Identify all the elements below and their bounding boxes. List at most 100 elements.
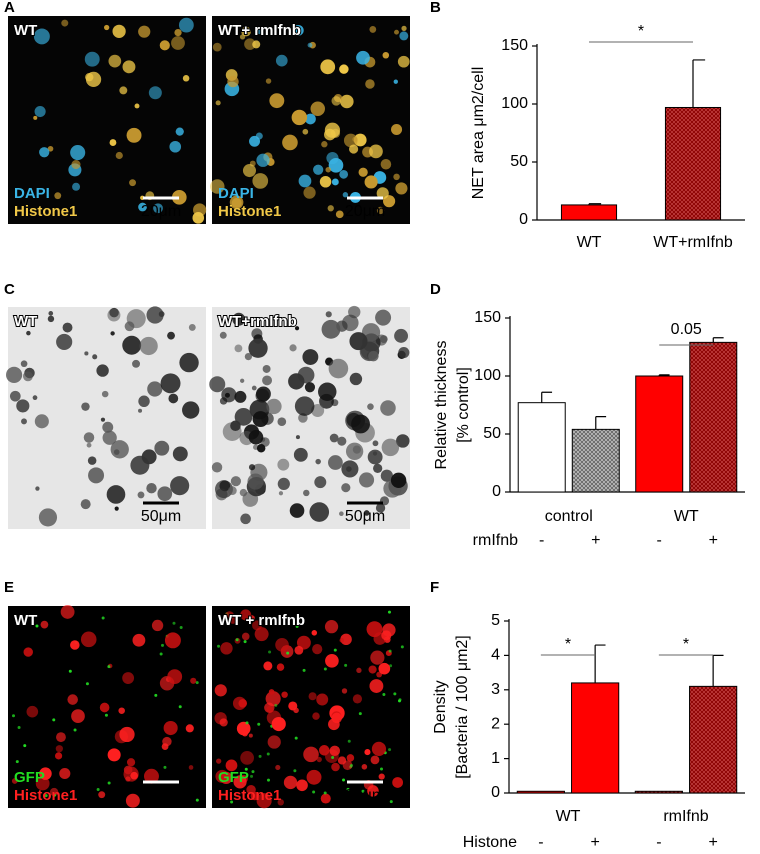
group-label: WT <box>556 808 581 825</box>
texture <box>289 344 297 352</box>
texture <box>230 800 234 804</box>
panel-letter: E <box>4 579 14 596</box>
texture <box>379 335 388 343</box>
texture <box>378 773 385 780</box>
texture <box>107 748 121 762</box>
y-tick-label: 4 <box>491 647 500 664</box>
texture <box>302 128 309 135</box>
error-bar <box>541 391 553 403</box>
texture <box>138 395 150 407</box>
texture <box>167 331 175 340</box>
texture <box>364 175 378 189</box>
texture <box>137 491 145 499</box>
texture <box>175 127 184 136</box>
texture <box>164 632 181 649</box>
texture <box>244 767 248 771</box>
texture <box>257 29 262 35</box>
texture <box>373 463 383 474</box>
texture <box>106 485 126 504</box>
texture <box>266 398 282 415</box>
texture <box>369 679 384 693</box>
texture <box>250 791 260 801</box>
texture <box>158 311 165 317</box>
texture <box>172 446 188 462</box>
texture <box>324 620 339 634</box>
y-axis-label: [Bacteria / 100 μm2] <box>454 635 471 779</box>
texture <box>148 86 162 100</box>
texture <box>174 28 182 37</box>
texture <box>147 381 163 397</box>
texture <box>294 645 304 655</box>
texture <box>376 206 385 215</box>
texture <box>382 51 390 59</box>
texture <box>367 403 374 410</box>
texture <box>49 787 59 797</box>
texture <box>380 158 392 170</box>
texture <box>256 443 266 453</box>
texture <box>100 417 106 422</box>
y-axis-label: Density <box>432 680 449 733</box>
texture <box>340 633 352 646</box>
texture <box>359 472 375 488</box>
texture <box>316 756 322 763</box>
texture <box>368 665 377 674</box>
image-title: WT <box>14 612 37 629</box>
texture <box>154 440 170 456</box>
x-tick-label: - <box>539 532 544 549</box>
texture <box>112 24 126 38</box>
texture <box>215 488 228 501</box>
texture <box>129 179 137 187</box>
texture <box>275 54 288 67</box>
texture <box>81 402 90 411</box>
bar <box>635 375 684 493</box>
texture <box>258 754 262 758</box>
texture <box>163 720 178 736</box>
micrograph <box>8 16 206 224</box>
texture <box>339 638 345 643</box>
texture <box>330 128 341 138</box>
texture <box>232 312 246 326</box>
texture <box>331 178 339 186</box>
texture <box>219 331 227 339</box>
texture <box>310 101 325 116</box>
texture <box>388 649 392 653</box>
texture <box>278 491 284 496</box>
scale-label: 50μm <box>345 508 385 525</box>
texture <box>316 693 329 706</box>
texture <box>267 735 281 749</box>
texture <box>312 712 320 720</box>
texture <box>195 681 199 685</box>
texture <box>108 54 122 68</box>
texture <box>252 40 261 49</box>
texture <box>98 791 106 799</box>
texture <box>243 640 247 644</box>
texture <box>381 438 400 457</box>
texture <box>327 205 334 212</box>
texture <box>381 630 392 641</box>
texture <box>361 789 365 793</box>
x-tick-label: - <box>657 532 662 549</box>
texture <box>394 29 399 35</box>
texture <box>268 689 275 695</box>
texture <box>233 775 247 789</box>
texture <box>122 335 142 355</box>
texture <box>293 447 308 462</box>
texture <box>378 662 391 675</box>
texture <box>341 483 351 493</box>
texture <box>328 358 349 379</box>
group-label: WT <box>674 508 699 525</box>
texture <box>365 79 375 89</box>
texture <box>331 712 343 724</box>
y-tick-label: 100 <box>501 95 528 112</box>
texture <box>392 777 404 788</box>
texture <box>342 778 346 782</box>
x-tick-label: - <box>656 834 661 851</box>
texture <box>234 390 247 403</box>
texture <box>371 741 387 756</box>
texture <box>168 393 179 404</box>
texture <box>35 486 40 491</box>
error-bar <box>712 654 724 687</box>
y-tick-label: 0 <box>519 211 528 228</box>
x-tick-label: + <box>591 532 600 549</box>
texture <box>163 765 167 769</box>
